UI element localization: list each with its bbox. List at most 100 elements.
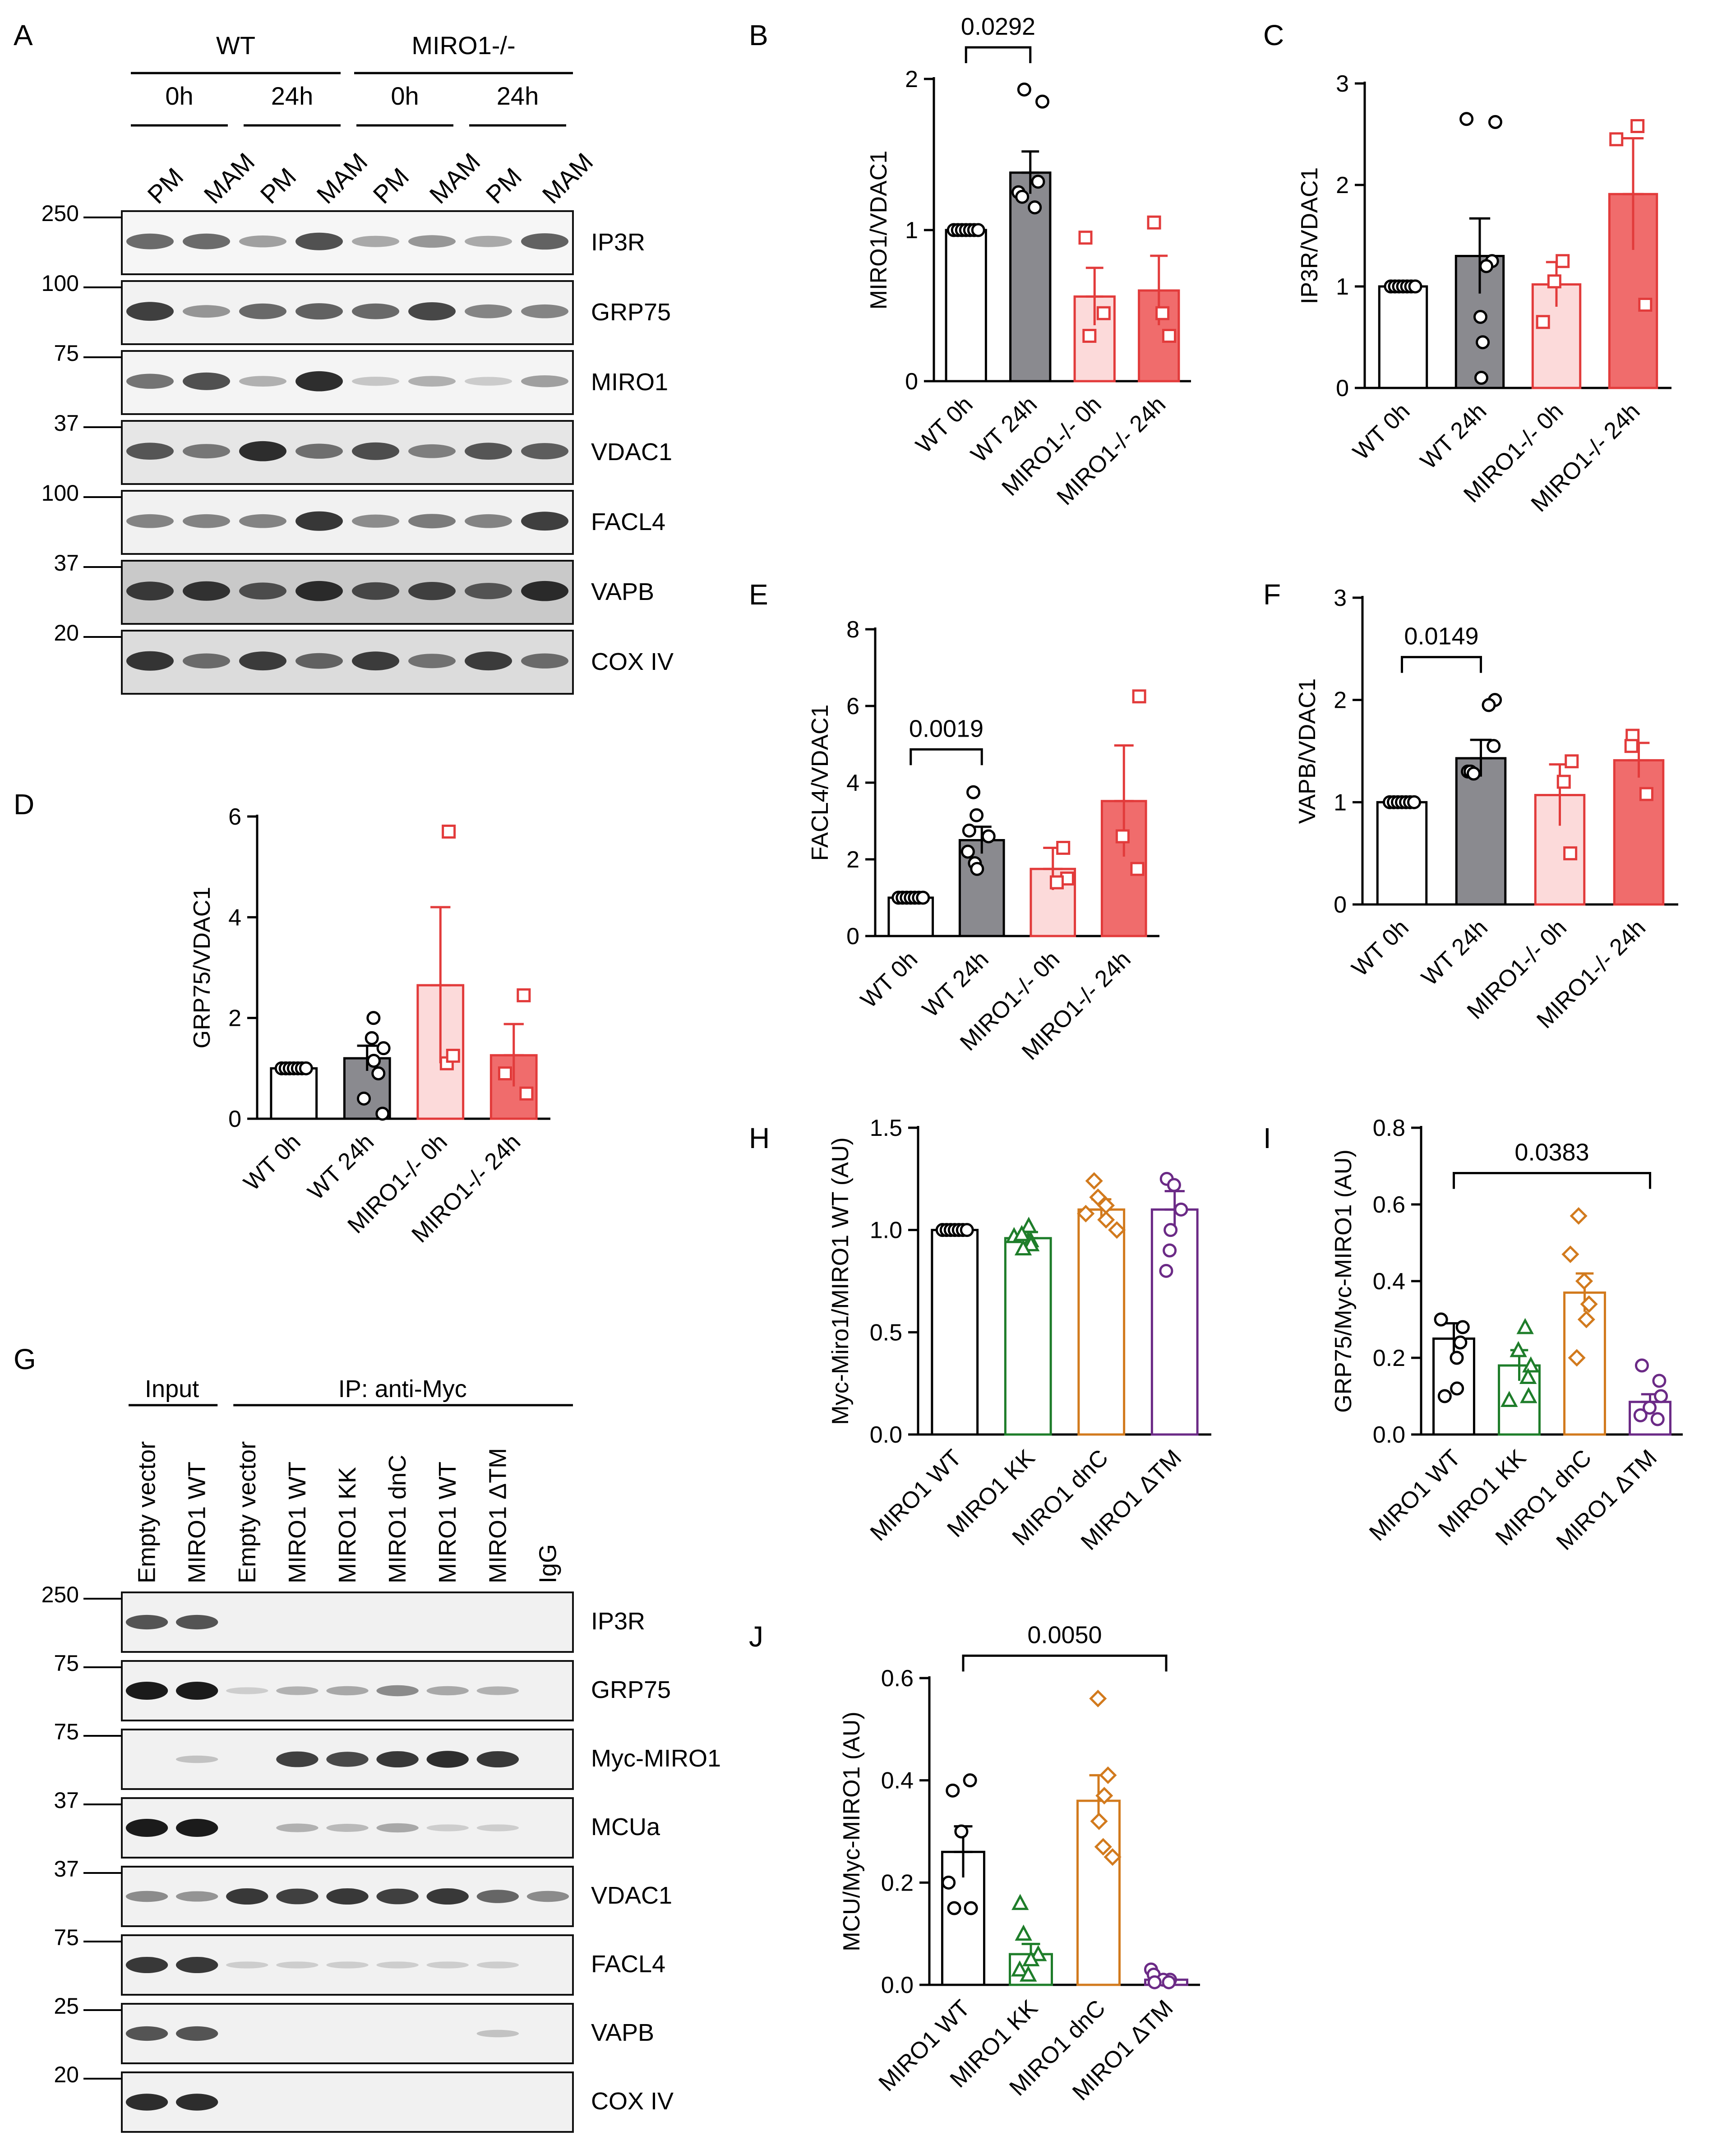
blot-band	[352, 651, 399, 671]
blot-band	[125, 2094, 168, 2111]
data-point	[1575, 1272, 1593, 1290]
data-point	[1089, 1188, 1107, 1206]
data-point	[1011, 1960, 1029, 1977]
significance-bracket	[1401, 656, 1482, 673]
data-point	[299, 1061, 313, 1075]
blot-band	[408, 302, 456, 321]
blot-band	[426, 1824, 469, 1831]
blot-band	[183, 514, 230, 528]
protein-label: IP3R	[591, 229, 645, 256]
group-label: IP: anti-Myc	[338, 1375, 467, 1402]
data-point	[1108, 1221, 1126, 1239]
blot-band	[176, 1614, 218, 1630]
p-value-label: 0.0149	[1404, 623, 1478, 650]
blot-band	[276, 1823, 319, 1832]
blot-band	[476, 1686, 519, 1695]
y-tick-label: 1	[905, 217, 918, 244]
time-label: 24h	[271, 82, 313, 110]
y-tick-label: 8	[846, 617, 859, 643]
data-point	[1030, 1945, 1047, 1961]
data-point	[963, 1773, 977, 1788]
data-point	[960, 1223, 974, 1237]
data-point	[357, 1091, 371, 1106]
mw-marker: 100	[42, 480, 79, 506]
data-point	[376, 1041, 391, 1056]
data-point	[1115, 829, 1130, 844]
blot-band	[326, 1686, 369, 1696]
blot-band	[183, 372, 230, 390]
data-point	[446, 1048, 460, 1063]
data-point	[1459, 112, 1474, 126]
y-axis-label: Myc-Miro1/MIRO1 WT (AU)	[827, 1137, 854, 1425]
y-axis-label: GRP75/Myc-MIRO1 (AU)	[1330, 1149, 1357, 1413]
significance-bracket	[910, 748, 983, 766]
y-tick-label: 0.0	[1373, 1422, 1405, 1448]
bar	[931, 1229, 979, 1436]
data-point	[981, 829, 996, 844]
mw-marker: 25	[54, 1993, 79, 2019]
blot-band	[521, 375, 568, 387]
p-value-label: 0.0383	[1514, 1139, 1589, 1166]
data-point	[1479, 259, 1494, 273]
data-point	[954, 1824, 969, 1839]
data-point	[1522, 1356, 1540, 1373]
panel-letter: E	[749, 578, 768, 611]
panel-letter: I	[1263, 1122, 1271, 1154]
lane-label: Empty vector	[134, 1441, 161, 1583]
data-point	[1163, 1223, 1178, 1237]
data-point	[1482, 698, 1496, 712]
data-point	[962, 823, 976, 838]
x-tick-label: WT 24h	[303, 1129, 379, 1205]
protein-label: VAPB	[591, 2019, 654, 2046]
y-axis-label: VAPB/VDAC1	[1294, 678, 1320, 824]
data-point	[1097, 1211, 1115, 1229]
panel-letter: B	[749, 19, 768, 51]
blot-band	[521, 443, 568, 460]
data-point	[1022, 1950, 1040, 1966]
blot-band	[465, 377, 512, 386]
data-point	[1556, 775, 1571, 789]
data-point	[1643, 1401, 1657, 1415]
blot-band	[426, 1686, 469, 1696]
blot-band	[176, 1755, 218, 1763]
data-point	[1085, 1172, 1103, 1190]
data-point	[971, 223, 985, 237]
y-axis-label: FACL4/VDAC1	[807, 705, 833, 861]
blot-band	[521, 512, 568, 531]
data-point	[1132, 689, 1146, 704]
data-point	[1162, 1975, 1176, 1989]
lane-label: IgG	[534, 1544, 561, 1583]
data-point	[1028, 200, 1042, 215]
group-label: WT	[216, 31, 255, 60]
blot-band	[465, 651, 512, 671]
protein-label: COX IV	[591, 2088, 674, 2115]
y-tick-label: 0	[846, 923, 859, 950]
x-tick-label: WT 24h	[1415, 398, 1491, 474]
data-point	[1510, 1341, 1527, 1357]
blot-band	[126, 443, 174, 460]
mw-marker: 75	[54, 1651, 79, 1676]
data-point	[1094, 1838, 1112, 1856]
data-point	[1103, 1848, 1122, 1866]
data-point	[365, 1031, 379, 1045]
data-point	[1650, 1412, 1665, 1426]
protein-label: Myc-MIRO1	[591, 1745, 721, 1772]
data-point	[1020, 1965, 1037, 1982]
blot-band	[176, 1819, 218, 1837]
data-point	[375, 1107, 390, 1121]
data-point	[1159, 1264, 1173, 1278]
data-point	[1639, 787, 1653, 801]
data-point	[1022, 1235, 1040, 1251]
data-point	[366, 1011, 381, 1025]
data-point	[1014, 1239, 1032, 1255]
data-point	[1155, 306, 1170, 320]
blot-band	[239, 303, 286, 319]
blot-band	[183, 653, 230, 669]
data-point	[1634, 1358, 1649, 1373]
y-tick-label: 0	[228, 1106, 241, 1132]
data-point	[1147, 215, 1161, 230]
data-point	[1056, 841, 1071, 855]
